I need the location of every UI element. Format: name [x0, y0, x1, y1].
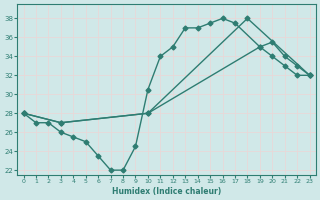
X-axis label: Humidex (Indice chaleur): Humidex (Indice chaleur) [112, 187, 221, 196]
